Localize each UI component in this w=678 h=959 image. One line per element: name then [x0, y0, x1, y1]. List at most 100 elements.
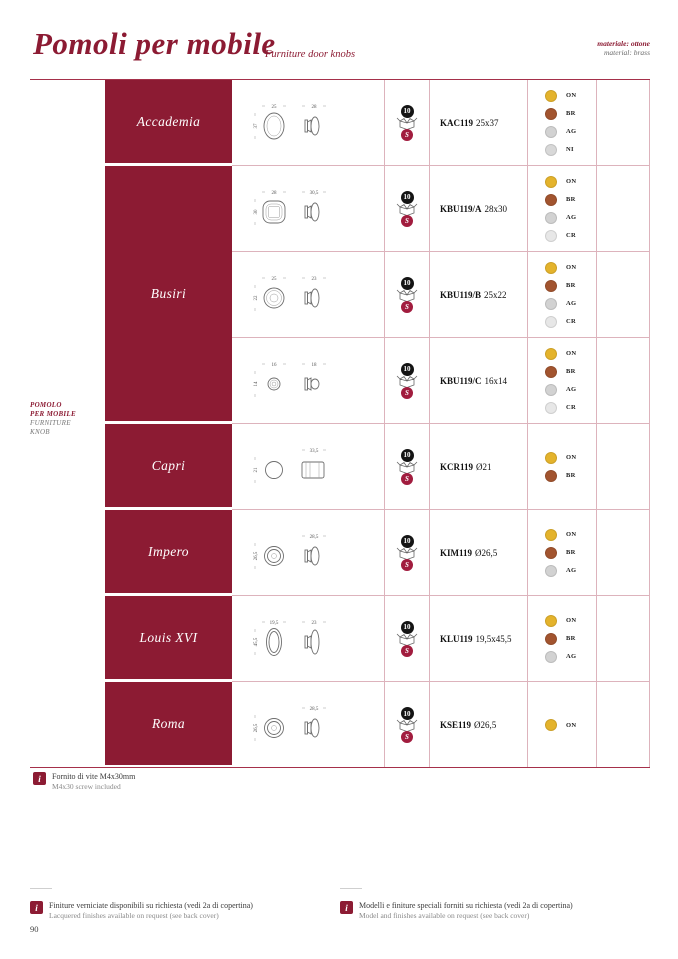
open-box-icon	[396, 547, 418, 560]
finish-label: ON	[566, 454, 577, 461]
finish-label: CR	[566, 318, 576, 325]
knob-drawing-square-knob: 28 30 30,5	[254, 190, 326, 225]
finish-swatch-ON	[545, 261, 557, 274]
finish-options: ON BR AG CR	[528, 166, 597, 252]
pack-quantity-badge: 10	[400, 362, 414, 376]
footer-note-finishes-en: Lacquered finishes available on request …	[49, 910, 219, 920]
finish-swatch-AG	[545, 564, 557, 577]
finish-option: NI	[545, 143, 574, 156]
svg-text:28: 28	[272, 190, 278, 195]
screw-badge: S	[401, 472, 413, 485]
product-size: 25x22	[484, 289, 507, 300]
finish-swatch-NI	[545, 143, 557, 156]
technical-drawing: 19,5 45,5 23	[232, 596, 385, 682]
finish-label: BR	[566, 110, 576, 117]
screw-badge: S	[401, 644, 413, 657]
finish-swatch-CR	[545, 401, 557, 414]
product-code: KBU119/A 28x30	[430, 166, 528, 252]
finish-swatch-ON	[545, 347, 557, 360]
empty-cell	[597, 424, 650, 510]
finish-options: ON BR AG	[528, 510, 597, 596]
product-code-value: KSE119	[440, 720, 472, 730]
finish-label: BR	[566, 282, 576, 289]
category-label-en-2: KNOB	[30, 428, 50, 436]
svg-text:16: 16	[272, 362, 278, 367]
product-code: KLU119 19,5x45,5	[430, 596, 528, 682]
material-english: material: brass	[603, 48, 650, 57]
product-code-value: KCR119	[440, 461, 474, 472]
finish-label: ON	[566, 617, 577, 624]
finish-swatch-ON	[545, 528, 557, 541]
finish-swatch-ON	[545, 175, 557, 188]
finish-swatch-CR	[545, 315, 557, 328]
screw-badge: S	[401, 731, 413, 743]
finish-option: ON	[545, 614, 576, 627]
finish-label: AG	[566, 214, 577, 221]
finish-label: BR	[566, 368, 576, 375]
finish-swatch-BR	[545, 193, 557, 206]
finish-option: AG	[545, 125, 576, 138]
footer-rule-left	[30, 888, 52, 889]
svg-text:37: 37	[254, 123, 259, 129]
knob-drawing-ring-knob: 21 33,5	[254, 448, 326, 483]
product-code-value: KBU119/B	[440, 289, 482, 300]
product-code-value: KIM119	[440, 547, 473, 558]
finish-swatch-CR	[545, 229, 557, 242]
product-code: KAC119 25x37	[430, 80, 528, 166]
product-size: Ø26,5	[475, 547, 498, 558]
finish-swatch-ON	[545, 89, 557, 102]
finish-label: BR	[566, 635, 576, 642]
product-size: Ø26,5	[474, 720, 497, 730]
screw-badge: S	[401, 214, 413, 227]
packaging-info: 10 S	[385, 166, 430, 252]
footer-rule-right	[340, 888, 362, 889]
screw-note-en: M4x30 screw included	[52, 781, 121, 791]
finish-label: NI	[566, 146, 574, 153]
svg-text:22: 22	[254, 295, 259, 301]
product-group-name: Accademia	[105, 80, 232, 166]
knob-drawing-oval-knob: 25 37 28	[254, 104, 326, 139]
screw-badge: S	[401, 300, 413, 313]
svg-text:26,5: 26,5	[254, 723, 259, 732]
finish-swatch-BR	[545, 632, 557, 645]
finish-option: BR	[545, 546, 576, 559]
packaging-info: 10 S	[385, 596, 430, 682]
product-code: KCR119 Ø21	[430, 424, 528, 510]
finish-label: ON	[566, 531, 577, 538]
finish-swatch-AG	[545, 383, 557, 396]
finish-swatch-AG	[545, 211, 557, 224]
product-size: 28x30	[484, 203, 508, 214]
svg-text:30,5: 30,5	[310, 190, 319, 195]
product-group-name: Roma	[105, 682, 232, 768]
packaging-info: 10 S	[385, 510, 430, 596]
svg-text:23: 23	[312, 620, 318, 625]
product-code: KBU119/C 16x14	[430, 338, 528, 424]
product-code-value: KLU119	[440, 633, 473, 644]
finish-label: BR	[566, 472, 576, 479]
pack-quantity-badge: 10	[400, 448, 414, 462]
packaging-info: 10 S	[385, 424, 430, 510]
product-size: 16x14	[484, 375, 508, 386]
finish-label: AG	[566, 653, 577, 660]
product-size: Ø21	[476, 461, 492, 472]
finish-option: BR	[545, 469, 576, 482]
empty-cell	[597, 596, 650, 682]
svg-text:28: 28	[312, 104, 318, 109]
screw-badge: S	[401, 386, 413, 399]
finish-option: BR	[545, 279, 576, 292]
finish-label: CR	[566, 404, 576, 411]
product-group-name: Louis XVI	[105, 596, 232, 682]
product-group-name: Impero	[105, 510, 232, 596]
product-code: KIM119 Ø26,5	[430, 510, 528, 596]
category-label-it-2: PER MOBILE	[30, 410, 76, 418]
product-group-name: Busiri	[105, 166, 232, 424]
open-box-icon	[396, 633, 418, 646]
finish-swatch-BR	[545, 279, 557, 292]
pack-quantity-badge: 10	[400, 620, 414, 634]
finish-label: CR	[566, 232, 576, 239]
finish-option: ON	[545, 719, 576, 732]
finish-swatch-BR	[545, 365, 557, 378]
product-code-value: KBU119/A	[440, 203, 482, 214]
svg-text:18: 18	[312, 362, 318, 367]
info-icon: i	[33, 772, 46, 785]
